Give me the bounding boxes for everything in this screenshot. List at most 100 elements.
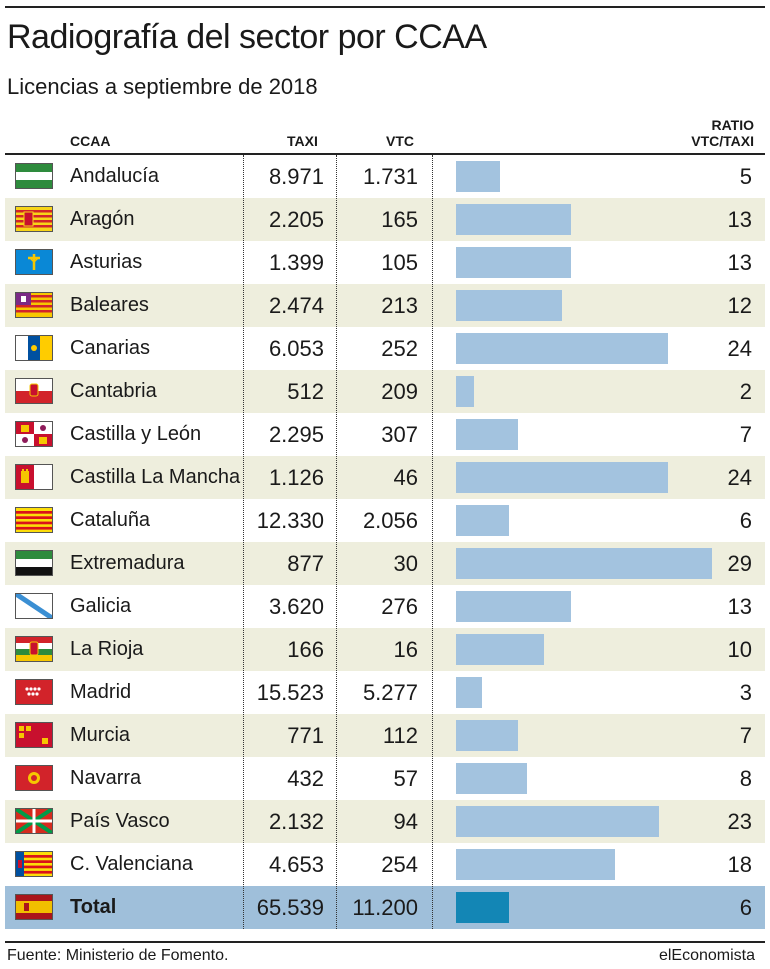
taxi-value: 8.971 (268, 164, 324, 189)
vtc-value: 11.200 (352, 895, 418, 920)
castilla-leon-flag-icon (15, 421, 53, 447)
taxi-value: 877 (287, 551, 324, 576)
vtc-value: 105 (381, 250, 418, 275)
ratio-bar (456, 462, 668, 493)
table-row: Aragón 2.205 165 13 (5, 198, 765, 241)
table-row: Asturias 1.399 105 13 (5, 241, 765, 284)
espana-flag-icon (15, 894, 53, 920)
table-row: Navarra 432 57 8 (5, 757, 765, 800)
vtc-value: 112 (382, 723, 418, 748)
ratio-bar (456, 247, 571, 278)
table-row: La Rioja 166 16 10 (5, 628, 765, 671)
table-row: Andalucía 8.971 1.731 5 (5, 155, 765, 198)
taxi-value: 2.474 (268, 293, 324, 318)
ccaa-name: Castilla y León (70, 423, 202, 445)
ratio-bar (456, 290, 562, 321)
castilla-la-mancha-flag-icon (15, 464, 53, 490)
taxi-value: 512 (287, 379, 324, 404)
ratio-bar (456, 591, 571, 622)
ratio-value: 12 (727, 293, 752, 318)
navarra-flag-icon (15, 765, 53, 791)
vtc-value: 46 (393, 465, 418, 490)
ccaa-name: País Vasco (70, 810, 170, 832)
column-header-ratio: RATIO VTC/TAXI (691, 117, 754, 149)
taxi-value: 771 (287, 723, 324, 748)
cataluna-flag-icon (15, 507, 53, 533)
ccaa-name: Murcia (70, 724, 131, 746)
ccaa-table: Andalucía 8.971 1.731 5 Aragón 2.205 165 13 Astu… (5, 155, 765, 929)
ratio-bar (456, 634, 544, 665)
ratio-bar (456, 333, 668, 364)
table-row: Baleares 2.474 213 12 (5, 284, 765, 327)
table-row: Cantabria 512 209 2 (5, 370, 765, 413)
chart-title: Radiografía del sector por CCAA (7, 18, 487, 56)
ratio-value: 23 (727, 809, 752, 834)
ratio-bar (456, 204, 571, 235)
vtc-value: 57 (393, 766, 418, 791)
total-row: Total 65.539 11.200 6 (5, 886, 765, 929)
ratio-bar (456, 505, 509, 536)
pais-vasco-flag-icon (15, 808, 53, 834)
taxi-value: 6.053 (268, 336, 324, 361)
ratio-value: 2 (739, 379, 752, 404)
ratio-bar (456, 677, 482, 708)
total-ratio-bar (456, 892, 509, 923)
ratio-bar (456, 548, 712, 579)
ccaa-name: Cataluña (70, 509, 151, 531)
ratio-value: 24 (727, 465, 752, 490)
ratio-bar (456, 763, 527, 794)
table-row: C. Valenciana 4.653 254 18 (5, 843, 765, 886)
taxi-value: 3.620 (268, 594, 324, 619)
ratio-value: 24 (727, 336, 752, 361)
aragon-flag-icon (15, 206, 53, 232)
ccaa-name: Asturias (70, 251, 143, 273)
table-row: País Vasco 2.132 94 23 (5, 800, 765, 843)
vtc-value: 5.277 (362, 680, 418, 705)
bottom-rule (5, 941, 765, 943)
ccaa-name: C. Valenciana (70, 853, 194, 875)
table-row: Canarias 6.053 252 24 (5, 327, 765, 370)
vtc-value: 165 (381, 207, 418, 232)
divider-vtc-right (432, 155, 433, 929)
la-rioja-flag-icon (15, 636, 53, 662)
table-row: Murcia 771 112 7 (5, 714, 765, 757)
taxi-value: 2.295 (268, 422, 324, 447)
ratio-value: 7 (739, 723, 752, 748)
column-header-ccaa: CCAA (70, 133, 111, 149)
ccaa-name: Cantabria (70, 380, 157, 402)
divider-taxi-left (243, 155, 244, 929)
ratio-bar (456, 161, 500, 192)
vtc-value: 213 (381, 293, 418, 318)
ratio-value: 13 (727, 250, 752, 275)
andalucia-flag-icon (15, 163, 53, 189)
cantabria-flag-icon (15, 378, 53, 404)
vtc-value: 307 (381, 422, 418, 447)
taxi-value: 65.539 (256, 895, 324, 920)
taxi-value: 166 (287, 637, 324, 662)
ratio-bar (456, 849, 615, 880)
ccaa-name: La Rioja (70, 638, 144, 660)
vtc-value: 254 (381, 852, 418, 877)
valenciana-flag-icon (15, 851, 53, 877)
canarias-flag-icon (15, 335, 53, 361)
ccaa-name: Total (70, 896, 117, 918)
ratio-value: 29 (727, 551, 752, 576)
taxi-value: 1.399 (268, 250, 324, 275)
ccaa-name: Galicia (70, 595, 132, 617)
galicia-flag-icon (15, 593, 53, 619)
column-header-taxi: TAXI (287, 133, 318, 149)
vtc-value: 94 (393, 809, 418, 834)
ratio-value: 3 (739, 680, 752, 705)
table-row: Castilla y León 2.295 307 7 (5, 413, 765, 456)
ccaa-name: Canarias (70, 337, 151, 359)
ratio-value: 13 (727, 207, 752, 232)
vtc-value: 276 (381, 594, 418, 619)
ccaa-name: Aragón (70, 208, 135, 230)
taxi-value: 2.205 (268, 207, 324, 232)
ratio-bar (456, 720, 518, 751)
ratio-header-line1: RATIO (711, 117, 754, 133)
chart-subtitle: Licencias a septiembre de 2018 (7, 74, 318, 99)
source-note: Fuente: Ministerio de Fomento. (7, 947, 229, 964)
table-row: Extremadura 877 30 29 (5, 542, 765, 585)
table-row: Cataluña 12.330 2.056 6 (5, 499, 765, 542)
